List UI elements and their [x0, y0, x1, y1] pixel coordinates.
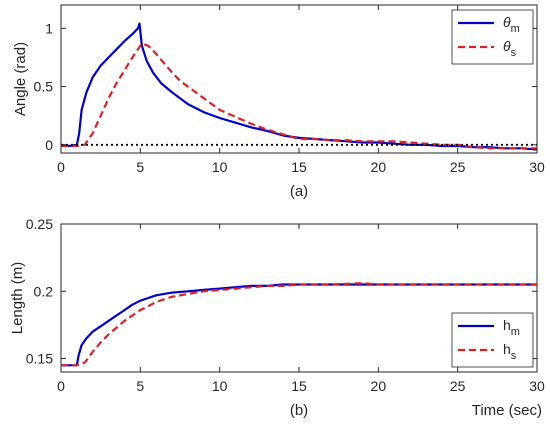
length-x-axis-label: Time (sec) — [472, 402, 542, 419]
length-y-tick-label: 0.2 — [34, 283, 54, 299]
length-x-tick-label: 10 — [212, 378, 228, 394]
length-x-tick-label: 20 — [371, 378, 387, 394]
angle-x-tick-label: 0 — [57, 159, 65, 175]
angle-legend-slave-symbol: θ — [503, 38, 511, 54]
length-legend-label-slave: hs — [503, 341, 517, 362]
length-y-tick-label: 0.25 — [26, 216, 53, 232]
angle-y-tick-label: 1 — [45, 20, 53, 36]
angle-y-axis-label: Angle (rad) — [12, 42, 29, 116]
angle-series-group — [60, 22, 538, 151]
length-x-tick-label: 0 — [57, 378, 65, 394]
length-legend: hm hs — [451, 312, 534, 368]
length-x-tick-label: 5 — [136, 378, 144, 394]
length-x-tick-label: 25 — [450, 378, 466, 394]
length-legend-box — [451, 312, 534, 368]
angle-x-tick-label: 5 — [136, 159, 144, 175]
length-y-tick-label: 0.15 — [26, 351, 53, 367]
angle-legend-label-slave: θs — [503, 38, 517, 59]
angle-x-tick-label: 20 — [371, 159, 387, 175]
angle-panel-label: (a) — [290, 183, 308, 200]
length-legend-slave-subscript: s — [511, 350, 517, 362]
angle-legend-slave-subscript: s — [511, 47, 517, 59]
angle-y-tick-label: 0.5 — [34, 79, 54, 95]
length-legend-slave-symbol: h — [503, 341, 511, 357]
angle-series-line-2 — [61, 42, 537, 150]
length-panel-label: (b) — [290, 402, 308, 419]
angle-legend-box — [451, 9, 534, 65]
length-tick-group: 0 5 10 15 20 25 30 0.15 0.2 0.25 — [26, 216, 545, 394]
length-legend-label-master: hm — [503, 317, 520, 338]
angle-y-tick-label: 0 — [45, 137, 53, 153]
angle-legend-label-master: θm — [503, 14, 520, 35]
chart-length: 0 5 10 15 20 25 30 0.15 0.2 0.25 Length (m) (b) T… — [9, 216, 545, 419]
angle-series-line-1 — [60, 22, 538, 151]
angle-legend-master-subscript: m — [511, 23, 520, 35]
length-legend-master-symbol: h — [503, 317, 511, 333]
length-legend-master-subscript: m — [511, 326, 520, 338]
length-x-tick-label: 15 — [291, 378, 307, 394]
length-series-group — [61, 282, 537, 367]
angle-x-tick-label: 10 — [212, 159, 228, 175]
length-series-line-2 — [61, 282, 537, 367]
angle-tick-group: 0 5 10 15 20 25 30 0 0.5 1 — [34, 5, 545, 175]
angle-x-tick-label: 15 — [291, 159, 307, 175]
angle-x-tick-label: 25 — [450, 159, 466, 175]
angle-legend: θm θs — [451, 9, 534, 65]
angle-legend-master-symbol: θ — [503, 14, 511, 30]
length-x-tick-label: 30 — [529, 378, 545, 394]
length-y-axis-label: Length (m) — [9, 262, 26, 335]
angle-x-tick-label: 30 — [529, 159, 545, 175]
